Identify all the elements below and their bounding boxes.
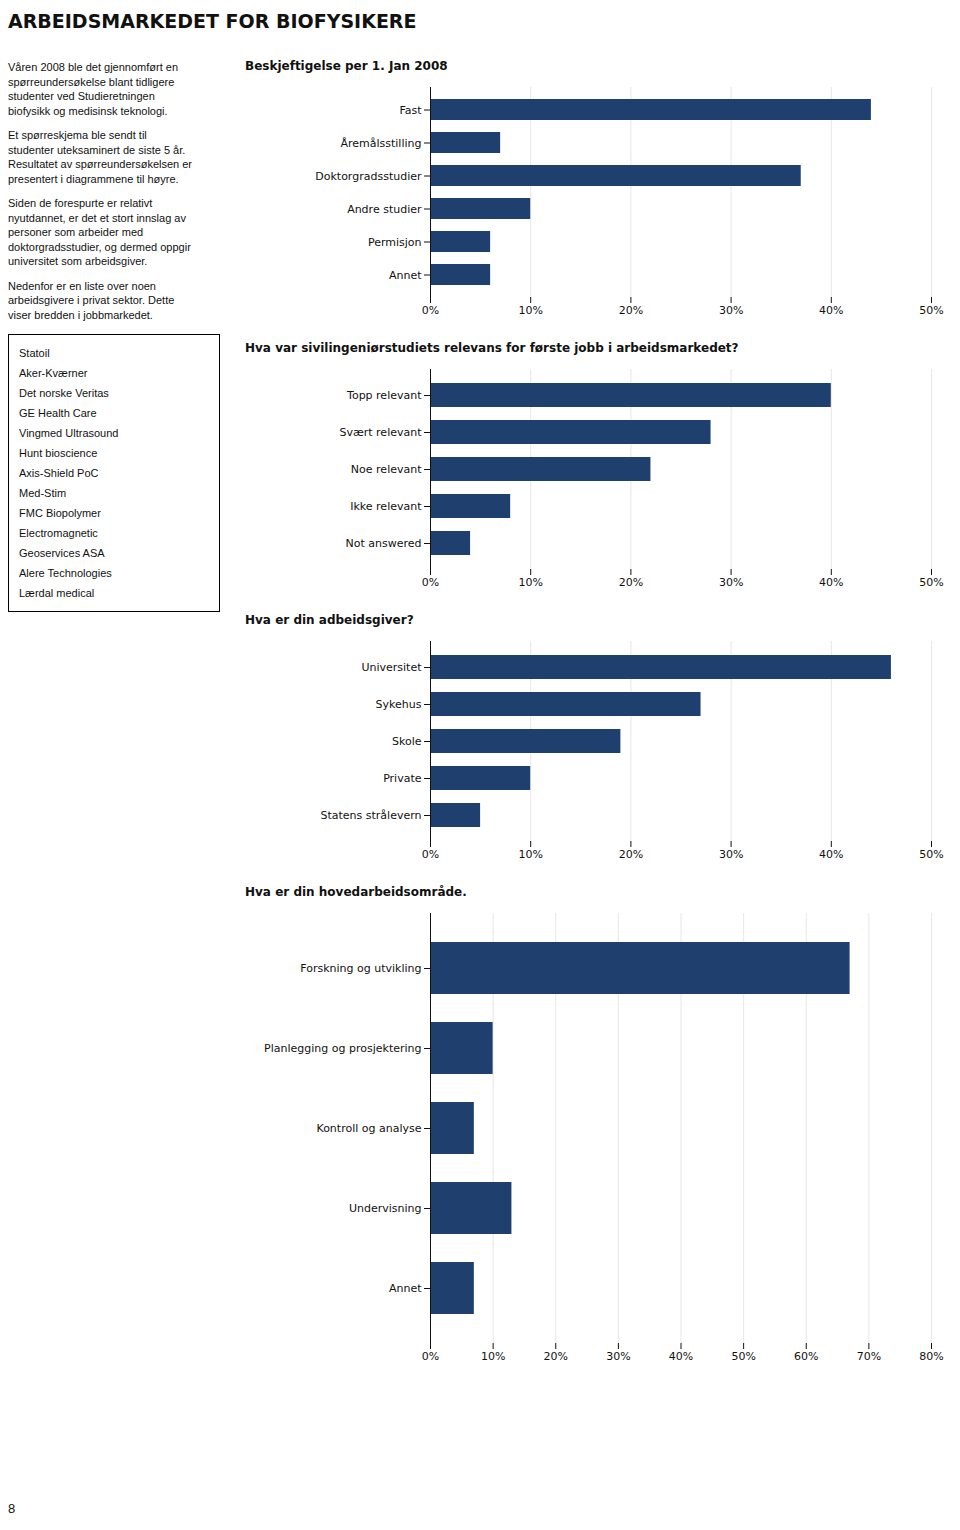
svg-text:Not answered: Not answered	[345, 537, 421, 550]
svg-text:0%: 0%	[422, 1350, 439, 1363]
svg-text:10%: 10%	[518, 576, 542, 589]
svg-text:Annet: Annet	[389, 1282, 422, 1295]
svg-text:Noe relevant: Noe relevant	[351, 463, 422, 476]
svg-text:30%: 30%	[719, 576, 743, 589]
svg-text:60%: 60%	[794, 1350, 818, 1363]
html-text:Beskjeftigelse per 1. Jan 2008: Beskjeftigelse per 1. Jan 2008	[245, 59, 448, 73]
svg-text:50%: 50%	[919, 304, 943, 317]
svg-text:30%: 30%	[719, 304, 743, 317]
html-text:Statoil: Statoil	[19, 347, 50, 359]
svg-text:40%: 40%	[819, 304, 843, 317]
html-text:Axis-Shield PoC: Axis-Shield PoC	[19, 467, 99, 479]
html-text:Hva er din adbeidsgiver?: Hva er din adbeidsgiver?	[245, 613, 414, 627]
svg-text:10%: 10%	[518, 304, 542, 317]
html-text:Hva var sivilingeniørstudiets: Hva var sivilingeniørstudiets relevans f…	[245, 341, 739, 355]
svg-text:30%: 30%	[606, 1350, 630, 1363]
svg-text:Statens strålevern: Statens strålevern	[320, 809, 421, 822]
html-text:Våren 2008 ble det gjennomført: Våren 2008 ble det gjennomført en	[8, 61, 178, 73]
html-text:universitet som arbeidsgiver.: universitet som arbeidsgiver.	[8, 255, 148, 267]
html-text:ARBEIDSMARKEDET FOR BIOFYSIKER: ARBEIDSMARKEDET FOR BIOFYSIKERE	[8, 10, 417, 32]
svg-text:20%: 20%	[619, 576, 643, 589]
svg-text:30%: 30%	[719, 848, 743, 861]
html-text:studenter ved Studieretningen: studenter ved Studieretningen	[8, 90, 155, 102]
svg-text:Andre studier: Andre studier	[347, 203, 422, 216]
html-text:personer som arbeider med: personer som arbeider med	[8, 226, 144, 238]
svg-text:70%: 70%	[857, 1350, 881, 1363]
svg-text:40%: 40%	[819, 576, 843, 589]
svg-text:50%: 50%	[731, 1350, 755, 1363]
html-text:Hunt bioscience: Hunt bioscience	[19, 447, 98, 459]
html-text:Lærdal medical: Lærdal medical	[19, 587, 95, 599]
svg-text:40%: 40%	[669, 1350, 693, 1363]
svg-text:Kontroll og analyse: Kontroll og analyse	[316, 1122, 421, 1135]
svg-text:0%: 0%	[422, 848, 439, 861]
html-text:Aker-Kværner: Aker-Kværner	[19, 367, 88, 379]
svg-text:50%: 50%	[919, 576, 943, 589]
svg-text:Svært relevant: Svært relevant	[339, 426, 422, 439]
svg-text:Annet: Annet	[389, 269, 422, 282]
html-text:GE Health Care: GE Health Care	[19, 407, 97, 419]
svg-text:Ikke relevant: Ikke relevant	[350, 500, 422, 513]
html-text:Nedenfor er en liste over noen: Nedenfor er en liste over noen	[8, 279, 156, 292]
html-text:spørreundersøkelse blant tidli: spørreundersøkelse blant tidligere	[8, 75, 175, 88]
svg-text:0%: 0%	[422, 304, 439, 317]
html-text:FMC Biopolymer: FMC Biopolymer	[19, 507, 101, 519]
html-text:Et spørreskjema ble sendt til: Et spørreskjema ble sendt til	[8, 129, 147, 141]
html-text:Resultatet av spørreundersøkel: Resultatet av spørreundersøkelsen er	[8, 158, 192, 170]
html-text:Geoservices ASA: Geoservices ASA	[19, 547, 105, 559]
svg-text:10%: 10%	[481, 1350, 505, 1363]
svg-text:Doktorgradsstudier: Doktorgradsstudier	[315, 170, 422, 183]
svg-text:Sykehus: Sykehus	[376, 698, 422, 711]
svg-text:Universitet: Universitet	[361, 661, 422, 674]
html-text:Med-Stim: Med-Stim	[19, 487, 67, 499]
svg-text:0%: 0%	[422, 576, 439, 589]
html-text:Alere Technologies: Alere Technologies	[19, 567, 112, 579]
svg-text:20%: 20%	[544, 1350, 568, 1363]
html-text:doktorgradsstudier, og dermed: doktorgradsstudier, og dermed oppgir	[8, 240, 191, 253]
html-text:8: 8	[8, 1501, 16, 1516]
svg-text:20%: 20%	[619, 304, 643, 317]
svg-text:20%: 20%	[619, 848, 643, 861]
svg-text:Fast: Fast	[399, 104, 422, 117]
svg-text:Skole: Skole	[392, 735, 422, 748]
svg-text:Undervisning: Undervisning	[349, 1202, 422, 1215]
svg-text:80%: 80%	[919, 1350, 943, 1363]
svg-text:10%: 10%	[518, 848, 542, 861]
svg-text:Åremålsstilling: Åremålsstilling	[340, 137, 421, 150]
html-text:nyutdannet, er det et stort in: nyutdannet, er det et stort innslag av	[8, 211, 186, 224]
svg-text:40%: 40%	[819, 848, 843, 861]
html-text:Hva er din hovedarbeidsområde.: Hva er din hovedarbeidsområde.	[245, 885, 467, 899]
html-text:presentert i diagrammene til h: presentert i diagrammene til høyre.	[8, 172, 179, 185]
html-text:viser bredden i jobbmarkedet.: viser bredden i jobbmarkedet.	[8, 308, 153, 321]
svg-text:Permisjon: Permisjon	[368, 236, 422, 249]
svg-text:Forskning og utvikling: Forskning og utvikling	[300, 962, 421, 975]
html-text:Siden de forespurte er relativ: Siden de forespurte er relativt	[8, 197, 153, 209]
svg-text:Private: Private	[383, 772, 422, 785]
html-text:arbeidsgivere i privat sektor.: arbeidsgivere i privat sektor. Dette	[8, 294, 175, 306]
html-text:Det norske Veritas: Det norske Veritas	[19, 387, 109, 399]
svg-text:Topp relevant: Topp relevant	[346, 389, 422, 402]
html-text:biofysikk og medisinsk teknolo: biofysikk og medisinsk teknologi.	[8, 104, 168, 117]
html-text:Electromagnetic: Electromagnetic	[19, 527, 98, 539]
svg-text:50%: 50%	[919, 848, 943, 861]
svg-text:Planlegging og prosjektering: Planlegging og prosjektering	[264, 1042, 421, 1055]
html-text:studenter uteksaminert de sist: studenter uteksaminert de siste 5 år.	[8, 143, 186, 156]
html-text:Vingmed Ultrasound: Vingmed Ultrasound	[19, 427, 119, 439]
